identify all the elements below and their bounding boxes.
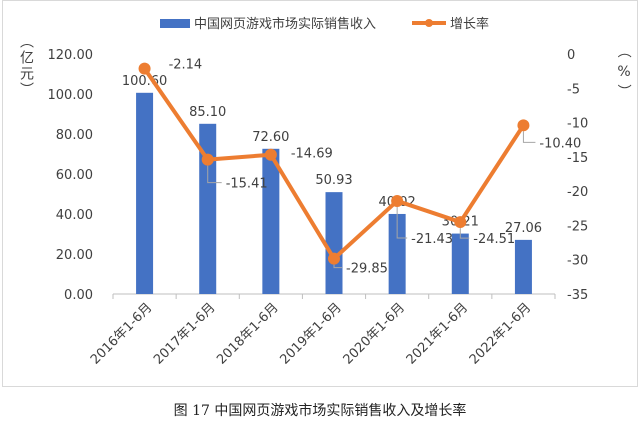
left-tick-label: 100.00 (48, 88, 94, 103)
left-tick-label: 120.00 (48, 48, 94, 63)
growth-rate-point (264, 148, 277, 161)
left-tick-label: 0.00 (64, 288, 93, 303)
right-tick-label: -30 (567, 254, 588, 269)
bar (199, 123, 217, 294)
left-tick-label: 80.00 (56, 128, 93, 143)
growth-rate-label: -10.40 (539, 136, 581, 151)
leader-line (333, 264, 342, 269)
growth-rate-point (454, 216, 467, 229)
growth-rate-label: -24.51 (473, 232, 515, 247)
right-axis-title-char: % (617, 64, 630, 80)
legend-bar-swatch (160, 19, 190, 28)
bar (388, 213, 406, 294)
category-label: 2019年1-6月 (277, 300, 344, 367)
bar (136, 92, 154, 294)
combo-chart: 0.00 20.00 40.00 60.00 80.00 100.00 120.00 -35 -… (48, 16, 632, 368)
growth-rate-point (328, 252, 340, 265)
right-axis-title-char: （ (615, 44, 631, 58)
bar-value-label: 100.60 (122, 74, 168, 89)
bar (514, 239, 532, 294)
category-label: 2022年1-6月 (467, 300, 534, 367)
bar-value-label: 27.06 (505, 221, 542, 236)
growth-rate-point (391, 194, 404, 207)
right-axis-title-char: ） (615, 84, 631, 98)
right-tick-label: -35 (567, 288, 588, 303)
right-tick-label: -15 (567, 151, 588, 166)
chart-frame (2, 0, 638, 387)
left-axis-title: （亿元） (18, 34, 34, 98)
bar (451, 233, 469, 294)
legend-bar-label: 中国网页游戏市场实际销售收入 (194, 16, 376, 32)
right-tick-label: -5 (567, 82, 580, 97)
legend-line-marker (425, 19, 433, 27)
growth-rate-label: -14.69 (291, 147, 333, 162)
bar (325, 192, 343, 294)
category-label: 2020年1-6月 (341, 300, 408, 367)
leader-line (459, 228, 470, 239)
right-tick-label: -20 (567, 185, 588, 200)
bar (262, 148, 280, 294)
legend-line-label: 增长率 (450, 16, 489, 32)
bar-value-label: 72.60 (252, 130, 289, 145)
growth-rate-point (517, 119, 530, 132)
category-label: 2018年1-6月 (214, 300, 281, 367)
growth-rate-label: -15.41 (226, 177, 268, 192)
category-label: 2016年1-6月 (88, 300, 155, 367)
category-label: 2017年1-6月 (151, 300, 218, 367)
leader-line (396, 206, 408, 239)
growth-rate-point (138, 62, 151, 75)
left-tick-label: 40.00 (56, 208, 93, 223)
growth-rate-point (201, 153, 214, 166)
growth-rate-label: -29.85 (346, 262, 388, 277)
bar-value-label: 50.93 (315, 173, 352, 188)
right-tick-label: 0 (567, 48, 575, 63)
right-tick-label: -25 (567, 219, 588, 234)
growth-rate-label: -2.14 (169, 58, 203, 73)
bar-value-label: 85.10 (189, 105, 226, 120)
figure-caption: 图 17 中国网页游戏市场实际销售收入及增长率 (173, 403, 467, 419)
leader-line (522, 131, 536, 143)
left-tick-label: 20.00 (56, 248, 93, 263)
left-tick-label: 60.00 (56, 168, 93, 183)
category-label: 2021年1-6月 (404, 300, 471, 367)
right-tick-label: -10 (567, 117, 588, 132)
growth-rate-label: -21.43 (411, 232, 453, 247)
leader-line (207, 165, 222, 184)
